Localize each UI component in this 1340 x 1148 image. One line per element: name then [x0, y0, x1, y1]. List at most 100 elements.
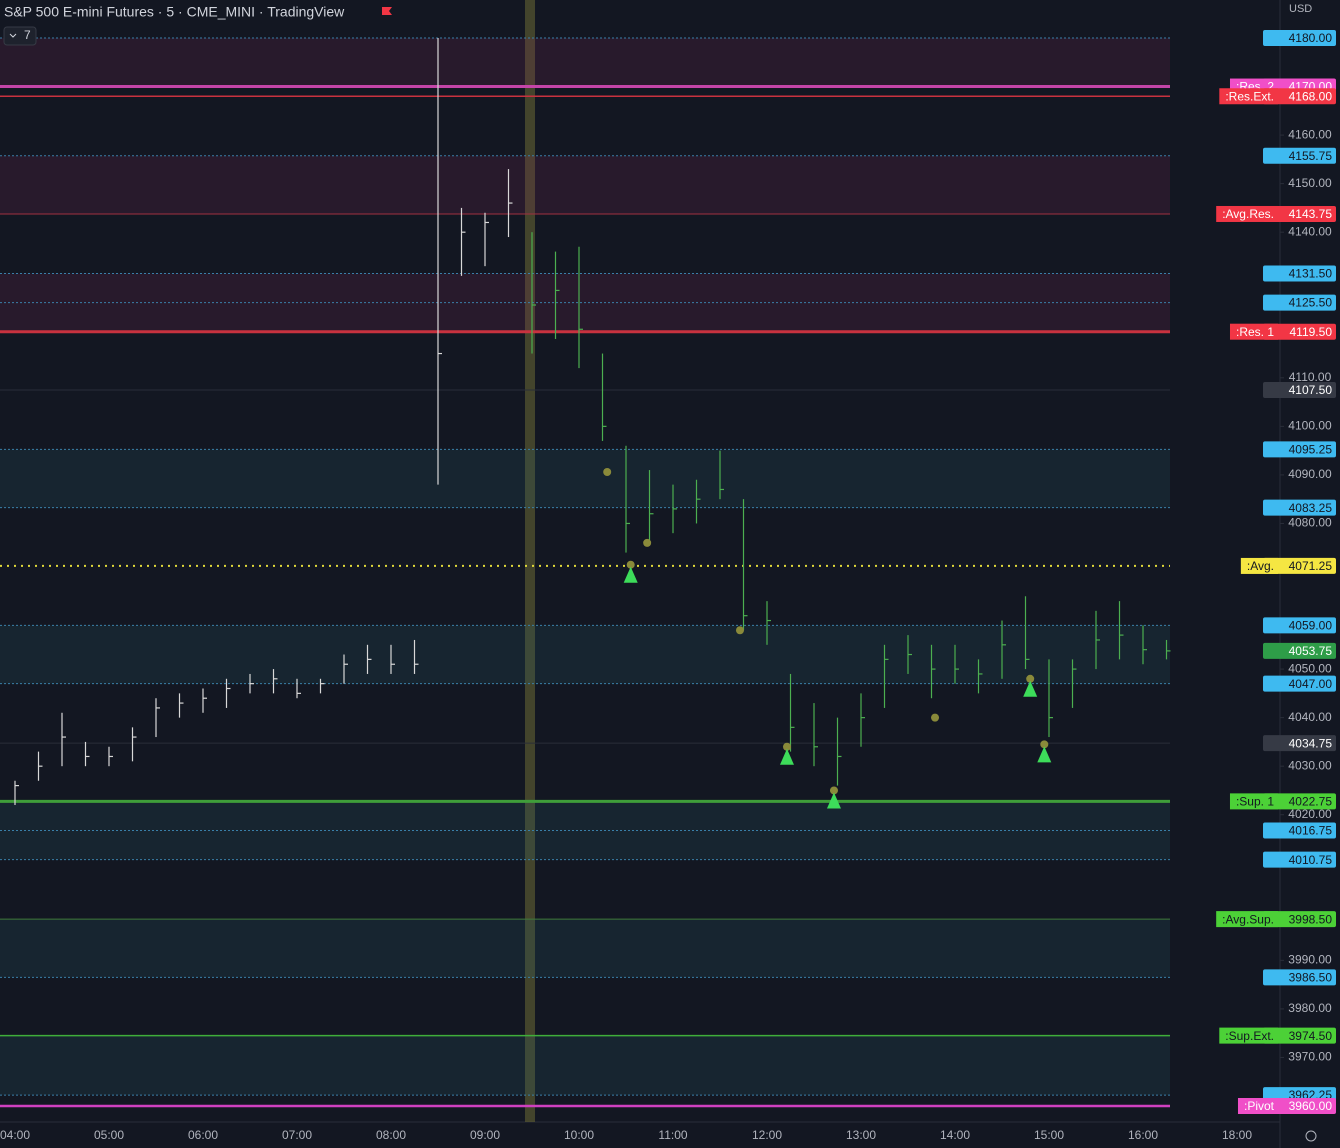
price-label: 4155.75 — [1289, 149, 1333, 163]
indicator-count: 7 — [24, 28, 31, 42]
price-scale — [1280, 0, 1340, 1148]
zone — [0, 155, 1170, 214]
x-tick-label: 07:00 — [282, 1128, 312, 1142]
price-label-box — [1263, 557, 1336, 574]
y-tick-label: 4040.00 — [1288, 710, 1332, 724]
currency-label[interactable]: USD — [1289, 3, 1312, 15]
level-name: :Avg.Res. — [1222, 207, 1274, 221]
x-tick-label: 13:00 — [846, 1128, 876, 1142]
x-tick-label: 06:00 — [188, 1128, 218, 1142]
level-name: :Sup.Ext. — [1225, 1029, 1274, 1043]
y-tick-label: 4020.00 — [1288, 807, 1332, 821]
price-label-box — [1263, 793, 1336, 810]
x-tick-label: 11:00 — [658, 1128, 687, 1142]
price-label: 4107.50 — [1289, 383, 1333, 397]
x-tick-label: 15:00 — [1034, 1128, 1064, 1142]
buy-triangle — [826, 792, 841, 809]
price-label-box — [1263, 1027, 1336, 1044]
price-label-box — [1263, 265, 1336, 282]
price-label: 3998.50 — [1289, 912, 1333, 926]
price-label: 3974.50 — [1289, 1029, 1333, 1043]
level-name: :Pivot — [1244, 1099, 1275, 1113]
price-label-box — [1263, 441, 1336, 458]
x-tick-label: 16:00 — [1128, 1128, 1158, 1142]
price-label: 4010.75 — [1289, 853, 1333, 867]
buy-triangle — [623, 566, 638, 583]
zone — [0, 38, 1170, 87]
signal-dot — [829, 786, 838, 795]
y-tick-label: 4080.00 — [1288, 516, 1332, 530]
y-tick-label: 4050.00 — [1288, 661, 1332, 675]
signal-dot — [735, 626, 744, 635]
indicators-toggle[interactable] — [3, 26, 37, 46]
price-label: 4095.25 — [1289, 443, 1333, 457]
header-bg — [0, 0, 400, 24]
flag-icon[interactable] — [382, 7, 392, 15]
signal-dot — [1040, 740, 1049, 749]
price-label-box — [1263, 147, 1336, 164]
price-label: 4034.75 — [1289, 736, 1333, 750]
price-label-box — [1263, 911, 1336, 928]
signal-dot — [643, 538, 652, 547]
level-name: :Res.Ext. — [1225, 89, 1274, 103]
price-label-box — [1263, 851, 1336, 868]
price-label-box — [1263, 675, 1336, 692]
y-tick-label: 3980.00 — [1288, 1001, 1332, 1015]
level-name-box — [1216, 205, 1278, 222]
y-tick-label: 3970.00 — [1288, 1050, 1332, 1064]
price-label-box — [1263, 1098, 1336, 1114]
price-label: 4131.50 — [1289, 267, 1333, 281]
x-tick-label: 18:00 — [1222, 1128, 1252, 1142]
y-tick-label: 4160.00 — [1288, 127, 1332, 141]
buy-triangle — [1023, 680, 1038, 697]
signal-dot — [603, 467, 612, 476]
signal-dot — [1026, 674, 1035, 683]
price-label: 4083.25 — [1289, 501, 1333, 515]
zone — [0, 449, 1170, 508]
price-label-box — [1263, 323, 1336, 340]
price-label: 4180.00 — [1289, 31, 1333, 45]
price-label: 4125.50 — [1289, 296, 1333, 310]
session-highlight — [525, 0, 535, 1122]
x-tick-label: 14:00 — [940, 1128, 970, 1142]
level-name-box — [1240, 557, 1278, 574]
buy-triangle — [779, 748, 794, 765]
price-label-box — [1263, 617, 1336, 634]
y-tick-label: 4140.00 — [1288, 224, 1332, 238]
level-name: :Avg. — [1247, 559, 1274, 573]
y-tick-label: 4030.00 — [1288, 758, 1332, 772]
price-label: 4047.00 — [1289, 677, 1333, 691]
x-tick-label: 09:00 — [470, 1128, 500, 1142]
price-label: 4168.00 — [1289, 89, 1333, 103]
y-tick-label: 4110.00 — [1289, 370, 1332, 384]
level-name-box — [1229, 793, 1278, 810]
price-label-box — [1263, 381, 1336, 398]
level-name: :Avg.Sup. — [1222, 912, 1274, 926]
signal-dot — [782, 742, 791, 751]
zone — [0, 1035, 1170, 1096]
level-name: :Sup. 1 — [1236, 795, 1274, 809]
price-label: 4119.50 — [1290, 325, 1333, 339]
price-label: 3960.00 — [1289, 1099, 1333, 1113]
price-label: 4059.00 — [1289, 619, 1333, 633]
level-name-box — [1229, 323, 1278, 340]
price-label-box — [1263, 205, 1336, 222]
x-tick-label: 04:00 — [0, 1128, 30, 1142]
level-name: :Res. 1 — [1236, 325, 1274, 339]
level-name-box — [1219, 1027, 1278, 1044]
x-tick-label: 12:00 — [752, 1128, 782, 1142]
price-label-box — [1263, 735, 1336, 752]
y-tick-label: 4150.00 — [1288, 176, 1332, 190]
price-label-box — [1263, 88, 1336, 105]
price-label-box — [1263, 499, 1336, 516]
chart-title: S&P 500 E-mini Futures · 5 · CME_MINI · … — [4, 4, 345, 20]
price-label: 4022.75 — [1289, 795, 1333, 809]
x-tick-label: 08:00 — [376, 1128, 406, 1142]
price-label: 4053.75 — [1289, 644, 1333, 658]
y-tick-label: 4100.00 — [1288, 419, 1332, 433]
chevron-icon — [9, 33, 17, 38]
settings-icon[interactable] — [1305, 1130, 1317, 1142]
level-name-box — [1237, 1098, 1278, 1114]
price-label: 3986.50 — [1289, 971, 1333, 985]
